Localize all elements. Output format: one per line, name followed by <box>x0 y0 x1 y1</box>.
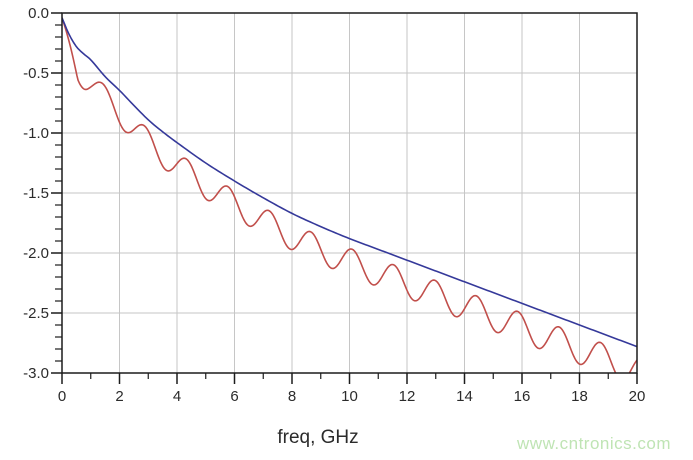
grid-layer <box>62 13 637 373</box>
x-tick-label: 6 <box>230 388 238 405</box>
x-tick-label: 14 <box>456 388 473 405</box>
x-tick-label: 2 <box>115 388 123 405</box>
y-tick-label: -3.0 <box>23 365 49 382</box>
series-smooth-line <box>62 17 637 348</box>
tick-layer <box>51 12 638 384</box>
tick-label-layer: 0 2 4 6 8 10 12 14 16 18 20 0.0 -0.5 -1.0 -1.5 -2.0 -2.5… <box>23 5 645 405</box>
series-rippled-line <box>62 17 637 373</box>
y-tick-label: -1.0 <box>23 125 49 142</box>
x-tick-label: 16 <box>514 388 531 405</box>
watermark: www.cntronics.com <box>517 434 671 453</box>
y-tick-label: -1.5 <box>23 185 49 202</box>
y-tick-label: -0.5 <box>23 65 49 82</box>
curve-layer <box>62 17 637 373</box>
x-tick-label: 20 <box>629 388 646 405</box>
x-tick-label: 8 <box>288 388 296 405</box>
x-tick-label: 0 <box>58 388 66 405</box>
x-tick-label: 12 <box>399 388 416 405</box>
y-tick-label: -2.5 <box>23 305 49 322</box>
plot-border <box>61 12 638 374</box>
x-tick-label: 18 <box>571 388 588 405</box>
x-tick-label: 10 <box>341 388 358 405</box>
y-tick-label: -2.0 <box>23 245 49 262</box>
x-axis-title: freq, GHz <box>277 427 358 448</box>
x-tick-label: 4 <box>173 388 181 405</box>
y-tick-label: 0.0 <box>28 5 49 22</box>
